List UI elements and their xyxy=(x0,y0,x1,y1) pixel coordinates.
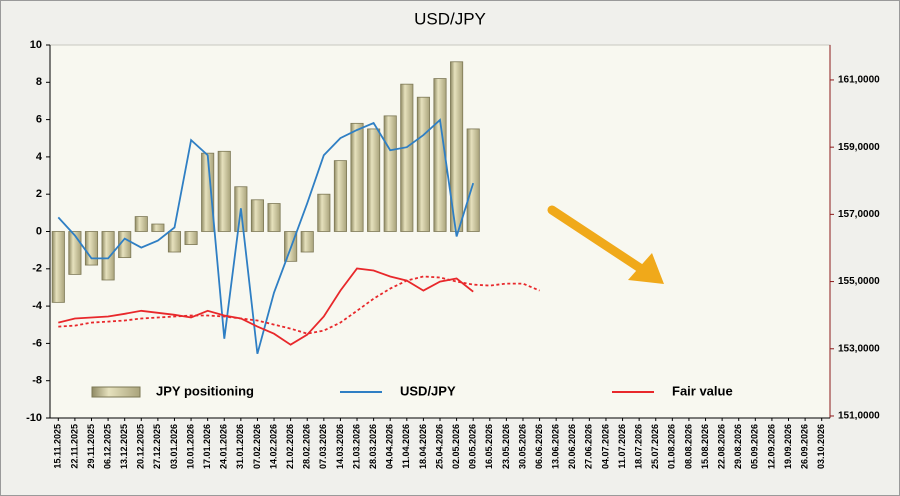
bar xyxy=(433,78,447,232)
bar xyxy=(267,203,281,232)
x-tick-label: 17.01.2026 xyxy=(202,424,212,469)
bar xyxy=(300,231,314,253)
y-tick-label: 2 xyxy=(36,188,42,200)
bar xyxy=(101,231,115,281)
x-tick-label: 18.07.2026 xyxy=(634,424,644,469)
x-tick-label: 30.05.2026 xyxy=(517,424,527,469)
y2-tick-label: 161,0000 xyxy=(838,75,880,86)
x-tick-label: 09.05.2026 xyxy=(468,424,478,469)
x-tick-label: 29.11.2025 xyxy=(86,424,96,469)
y-tick-label: 8 xyxy=(36,76,42,88)
bar xyxy=(167,231,182,253)
x-tick-label: 27.06.2026 xyxy=(584,424,594,469)
bar xyxy=(317,193,331,232)
x-tick-label: 29.08.2026 xyxy=(733,424,743,469)
x-tick-label: 18.04.2026 xyxy=(418,424,428,469)
x-tick-label: 07.03.2026 xyxy=(318,424,328,469)
bar xyxy=(466,128,480,232)
y-tick-label: 0 xyxy=(36,225,42,237)
x-tick-label: 16.05.2026 xyxy=(484,424,494,469)
x-tick-label: 22.08.2026 xyxy=(717,424,727,469)
x-tick-label: 20.06.2026 xyxy=(567,424,577,469)
x-tick-label: 14.03.2026 xyxy=(335,424,345,469)
bar xyxy=(151,223,165,232)
x-tick-label: 01.08.2026 xyxy=(667,424,677,469)
legend-label: USD/JPY xyxy=(400,383,456,398)
x-tick-label: 26.09.2026 xyxy=(799,424,809,469)
bar xyxy=(383,115,397,232)
x-tick-label: 08.08.2026 xyxy=(683,424,693,469)
x-tick-label: 13.12.2025 xyxy=(119,424,129,469)
x-tick-label: 03.01.2026 xyxy=(169,424,179,469)
x-tick-label: 24.01.2026 xyxy=(219,424,229,469)
y-tick-label: -4 xyxy=(32,300,43,312)
x-tick-label: 06.06.2026 xyxy=(534,424,544,469)
x-tick-label: 15.08.2026 xyxy=(700,424,710,469)
legend-label: JPY positioning xyxy=(156,383,254,398)
x-tick-label: 20.12.2025 xyxy=(136,424,146,469)
y-tick-label: 4 xyxy=(36,151,43,163)
x-tick-label: 21.02.2026 xyxy=(285,424,295,469)
bar xyxy=(367,128,381,232)
bar xyxy=(184,231,198,245)
trend-arrow xyxy=(547,205,664,284)
bar xyxy=(217,150,231,232)
x-tick-label: 27.12.2025 xyxy=(152,424,162,469)
y-tick-label: -2 xyxy=(32,263,42,275)
x-tick-label: 28.02.2026 xyxy=(302,424,312,469)
bar xyxy=(416,96,430,232)
x-tick-label: 23.05.2026 xyxy=(501,424,511,469)
y-tick-label: 10 xyxy=(30,39,42,51)
line-series xyxy=(58,267,474,346)
chart-title: USD/JPY xyxy=(414,9,486,28)
x-tick-label: 22.11.2025 xyxy=(69,424,79,469)
y-tick-label: -8 xyxy=(32,375,42,387)
x-tick-label: 11.07.2026 xyxy=(617,424,627,469)
x-tick-label: 25.04.2026 xyxy=(434,424,444,469)
y2-tick-label: 151,0000 xyxy=(838,411,880,422)
y-tick-label: -6 xyxy=(32,337,42,349)
y-tick-label: -10 xyxy=(26,412,42,424)
bar xyxy=(201,152,215,232)
x-tick-label: 03.10.2026 xyxy=(816,424,826,469)
x-tick-label: 05.09.2026 xyxy=(750,424,760,469)
bar xyxy=(134,216,148,232)
x-tick-label: 04.07.2026 xyxy=(600,424,610,469)
y-tick-label: 6 xyxy=(36,114,42,126)
bar xyxy=(350,122,364,232)
x-tick-label: 14.02.2026 xyxy=(268,424,278,469)
y2-tick-label: 153,0000 xyxy=(838,343,880,354)
bar xyxy=(51,231,65,303)
x-tick-label: 10.01.2026 xyxy=(185,424,195,469)
x-tick-label: 12.09.2026 xyxy=(766,424,776,469)
bar xyxy=(400,83,414,232)
x-tick-label: 25.07.2026 xyxy=(650,424,660,469)
bar xyxy=(333,160,347,232)
x-tick-label: 15.11.2025 xyxy=(53,424,63,469)
x-tick-label: 07.02.2026 xyxy=(252,424,262,469)
bar xyxy=(84,231,99,266)
x-tick-label: 04.04.2026 xyxy=(385,424,395,469)
line-series xyxy=(58,275,540,335)
x-tick-label: 06.12.2025 xyxy=(102,424,112,469)
line-series xyxy=(57,118,475,355)
bar xyxy=(250,199,264,232)
x-tick-label: 28.03.2026 xyxy=(368,424,378,469)
y2-tick-label: 155,0000 xyxy=(838,276,880,287)
x-tick-label: 02.05.2026 xyxy=(451,424,461,469)
legend-label: Fair value xyxy=(672,383,733,398)
legend-swatch xyxy=(91,386,141,398)
x-tick-label: 31.01.2026 xyxy=(235,424,245,469)
x-tick-label: 19.09.2026 xyxy=(783,424,793,469)
bar xyxy=(68,231,82,275)
y2-tick-label: 157,0000 xyxy=(838,209,880,220)
x-tick-label: 13.06.2026 xyxy=(551,424,561,469)
x-tick-label: 11.04.2026 xyxy=(401,424,411,469)
y2-tick-label: 159,0000 xyxy=(838,142,880,153)
x-tick-label: 21.03.2026 xyxy=(351,424,361,469)
